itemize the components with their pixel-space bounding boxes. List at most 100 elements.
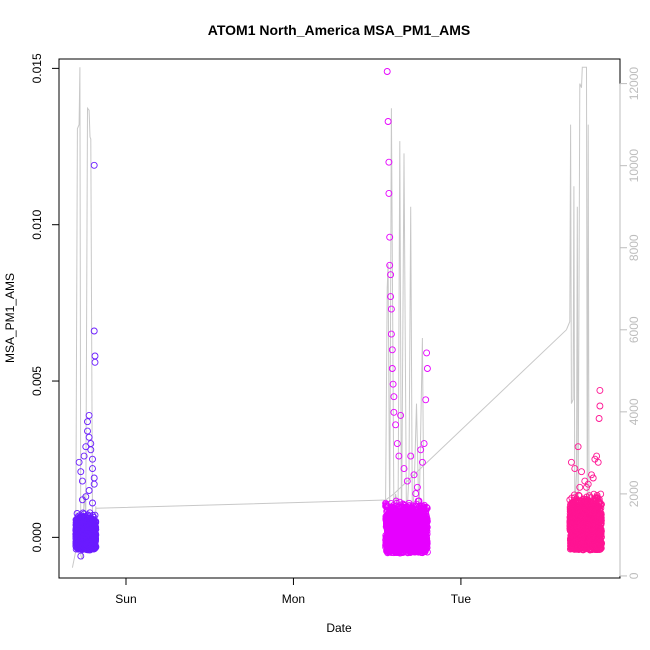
y-axis-label: MSA_PM1_AMS	[3, 273, 17, 363]
data-point	[583, 524, 591, 531]
data-point	[594, 538, 602, 546]
data-point	[80, 452, 88, 460]
data-point	[590, 504, 598, 512]
data-point	[390, 408, 398, 416]
data-point	[403, 477, 411, 485]
data-point	[593, 495, 601, 502]
y-axis-right: 0 2000 4000 6000 8000 10000 12000	[619, 67, 641, 579]
data-point	[398, 508, 406, 516]
data-point	[412, 490, 420, 498]
data-point	[73, 532, 81, 540]
data-point	[87, 440, 95, 448]
data-point	[88, 533, 96, 541]
data-point	[85, 433, 93, 441]
data-point	[415, 504, 423, 512]
data-point	[571, 506, 579, 514]
data-point	[389, 531, 397, 539]
data-point	[395, 514, 403, 522]
data-point	[589, 508, 597, 516]
data-point	[405, 504, 413, 512]
data-point	[571, 465, 579, 473]
data-point	[387, 271, 395, 279]
data-point	[417, 446, 425, 454]
data-point	[423, 515, 431, 523]
x-tick-label: Mon	[282, 592, 305, 606]
data-point	[567, 458, 575, 466]
data-point	[593, 543, 601, 551]
data-point	[383, 547, 391, 555]
data-point	[386, 261, 394, 269]
data-point	[418, 458, 426, 466]
data-point	[583, 527, 591, 534]
data-point	[404, 545, 412, 553]
data-point	[593, 515, 601, 523]
data-point	[85, 411, 93, 419]
data-point	[575, 507, 583, 515]
data-point	[387, 505, 395, 513]
data-point	[389, 545, 397, 553]
data-point	[77, 552, 85, 560]
data-point	[403, 508, 411, 516]
point-cluster-3	[566, 386, 606, 554]
data-point	[409, 532, 417, 540]
data-point	[420, 440, 428, 448]
data-point	[82, 443, 90, 451]
series-line-segment-3	[565, 66, 601, 535]
data-point	[589, 474, 597, 482]
data-point	[594, 458, 602, 466]
data-point	[419, 529, 427, 537]
data-point	[90, 161, 98, 169]
data-point	[79, 542, 87, 550]
data-point	[392, 505, 399, 513]
data-point	[590, 515, 598, 523]
y-tick-label: 0.015	[30, 53, 44, 83]
data-point	[576, 483, 584, 491]
data-point	[407, 452, 415, 460]
data-point	[89, 465, 96, 473]
data-point	[422, 546, 430, 554]
data-point	[91, 358, 99, 366]
data-point	[384, 538, 392, 545]
data-point	[588, 471, 595, 479]
data-point	[402, 515, 410, 523]
data-point	[578, 535, 586, 542]
data-point	[383, 68, 391, 75]
data-point	[91, 521, 99, 528]
data-point	[422, 508, 429, 516]
chart-title: ATOM1 North_America MSA_PM1_AMS	[208, 22, 470, 38]
y2-tick-label: 10000	[627, 149, 641, 183]
data-point	[570, 494, 578, 502]
data-point	[582, 544, 590, 552]
data-point	[405, 524, 413, 532]
data-point	[597, 544, 605, 552]
data-point	[570, 530, 578, 538]
data-point	[393, 440, 401, 448]
data-point	[78, 477, 86, 485]
data-point	[395, 452, 403, 460]
series-line-segment-1	[71, 67, 97, 568]
y2-tick-label: 12000	[627, 67, 641, 101]
data-point	[412, 522, 420, 530]
data-point	[593, 452, 601, 460]
data-point	[384, 512, 392, 520]
data-point	[423, 349, 431, 357]
data-point	[403, 529, 411, 537]
data-point	[595, 415, 603, 422]
data-point	[580, 508, 588, 516]
data-point	[392, 421, 400, 429]
data-point	[389, 380, 397, 388]
data-point	[578, 468, 585, 476]
data-point	[382, 503, 390, 511]
data-point	[84, 525, 92, 532]
data-point	[568, 538, 576, 546]
data-point	[568, 514, 576, 522]
data-point	[85, 517, 93, 524]
data-point	[77, 515, 85, 523]
data-point	[573, 534, 581, 541]
data-point	[83, 543, 91, 551]
data-point	[420, 533, 428, 541]
data-point	[387, 500, 395, 508]
data-point	[394, 546, 402, 554]
data-point	[72, 542, 80, 550]
data-point	[382, 499, 390, 507]
